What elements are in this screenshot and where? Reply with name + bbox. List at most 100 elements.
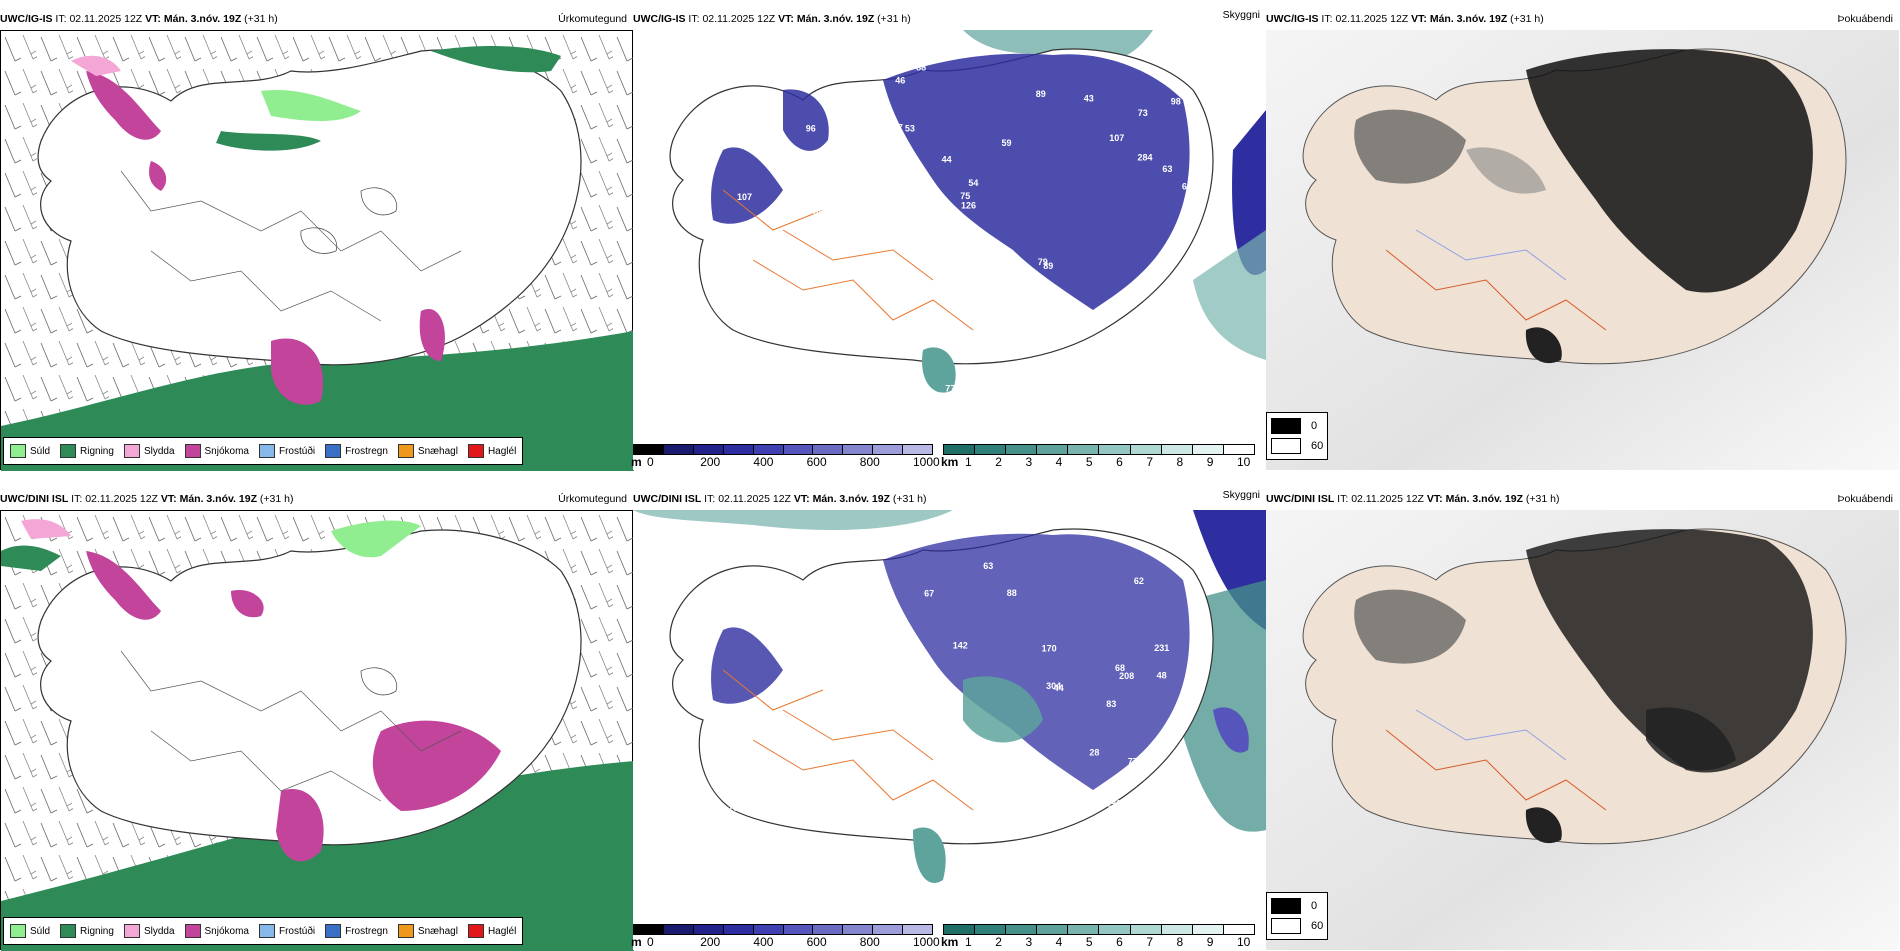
ceiling-value-label: 136 [731, 725, 746, 735]
ceiling-value-label: 208 [1119, 671, 1134, 681]
panel-header: UWC/IG-IS IT: 02.11.2025 12Z VT: Mán. 3.… [633, 9, 1266, 28]
ceiling-value-label: 67 [924, 589, 934, 599]
legend-label: Haglél [487, 445, 517, 457]
lead-time: (+31 h) [1525, 493, 1560, 505]
colorbar-cell [1037, 925, 1069, 934]
ceiling-value-label: 51 [882, 857, 892, 867]
init-label: IT: [704, 493, 716, 505]
legend-label: Frostúði [278, 445, 316, 457]
colorbar-cell [944, 925, 976, 934]
colorbar-tick-label: 9 [1206, 455, 1214, 469]
ceiling-value-label: 127 [789, 320, 804, 330]
ceiling-value-label: 79 [1038, 257, 1048, 267]
colorbar-tick-label: 3 [1025, 935, 1033, 949]
ceiling-value-label: 28 [1089, 748, 1099, 758]
colorbar-tick-label: 1000 [913, 455, 940, 469]
colorbar-tick-label: 7 [1146, 455, 1154, 469]
ceiling-value-label: 80 [782, 175, 792, 185]
colorbar-tick-label: 5 [1085, 935, 1093, 949]
ceiling-value-label: 71 [1006, 259, 1016, 269]
ceiling-value-label: 75 [960, 191, 970, 201]
ceiling-value-label: 54 [968, 178, 978, 188]
legend-swatch [184, 444, 201, 458]
ceiling-value-label: 107 [737, 192, 752, 202]
legend-item: Súld [10, 924, 50, 938]
ceiling-value-label: 90 [991, 848, 1001, 858]
ceiling-value-label: 108 [1136, 821, 1151, 831]
ceiling-labels: 87 107 73 50 59 68 47 44 60 62 81 52 53 54 89 57 46 65 71 2… [717, 63, 1192, 398]
legend-swatch [258, 444, 275, 458]
ceiling-value-label: 50 [880, 227, 890, 237]
colorbar-tick-label: 200 [700, 935, 721, 949]
iceland-precip-svg [1, 31, 634, 471]
ceiling-value-label: 146 [920, 796, 935, 806]
ceiling-value-label: 198 [720, 618, 735, 628]
colorbar-cell [1037, 445, 1069, 454]
init-time: 02.11.2025 12Z [718, 493, 791, 505]
valid-time: Mán. 3.nóv. 19Z [1445, 493, 1523, 505]
ceiling-value-label: 94 [1091, 365, 1101, 375]
lead-time: (+31 h) [892, 493, 927, 505]
ceiling-value-label: 89 [813, 207, 823, 217]
legend-label: Haglél [487, 925, 517, 937]
legend-label: Slydda [143, 925, 175, 937]
panel-title: Þokuábendi [1837, 493, 1893, 505]
ceiling-value-label: 57 [744, 119, 754, 129]
ceiling-value-label: 179 [1114, 857, 1129, 867]
colorbar-cell [1192, 445, 1224, 454]
colorbar-tick-label: 3 [1025, 455, 1033, 469]
ceiling-value-label: 144 [1149, 813, 1164, 823]
ceiling-value-label: 48 [1157, 671, 1167, 681]
ceiling-value-label: 94 [889, 209, 899, 219]
colorbar-cell [1161, 445, 1193, 454]
ceiling-value-label: 89 [1043, 261, 1053, 271]
ceiling-value-label: 102 [1008, 289, 1023, 299]
legend-item: Frostúði [258, 444, 316, 458]
legend-item: Snæhagl [397, 444, 458, 458]
colorbar-tick-label: 0 [647, 455, 654, 469]
legend-item: Rigning [60, 924, 114, 938]
ceiling-value-label: 53 [905, 123, 915, 133]
colorbar-tick-label: 200 [700, 455, 721, 469]
ceiling-value-label: 103 [728, 803, 743, 813]
legend-swatch [10, 444, 26, 458]
model-name: UWC/DINI ISL [1266, 493, 1335, 505]
legend-swatch [10, 924, 26, 938]
legend-swatch [397, 924, 414, 938]
colorbar-cell [693, 445, 724, 454]
model-name: UWC/IG-IS [0, 13, 53, 25]
legend-swatch [325, 924, 342, 938]
legend-item: Snjókoma [184, 924, 249, 938]
legend-label: Snæhagl [417, 445, 458, 457]
colorbar-unit: km [941, 935, 959, 949]
ceiling-value-label: 52 [794, 337, 804, 347]
ceiling-value-label: 60 [753, 301, 763, 311]
ceiling-value-label: 59 [1002, 138, 1012, 148]
ceiling-value-label: 83 [1106, 699, 1116, 709]
colorbar-cell [903, 925, 933, 934]
panel-title: Skyggni [1222, 489, 1260, 501]
colorbar-tick-label: 1 [965, 455, 972, 469]
ceiling-value-label: 231 [1154, 643, 1169, 653]
colorbar-cell [873, 925, 904, 934]
cloud-panel-top: UWC/IG-IS IT: 02.11.2025 12Z VT: Mán. 3.… [1266, 10, 1899, 470]
colorbar-cell [663, 445, 694, 454]
colorbar-cell [1130, 445, 1162, 454]
ceiling-value-label: 126 [961, 200, 976, 210]
colorbar-cell [1130, 925, 1162, 934]
colorbar-cell [753, 925, 784, 934]
iceland-fog-svg [1266, 510, 1899, 950]
ceiling-value-label: 173 [937, 320, 952, 330]
precip-map: Súld Rigning Slydda Snjókoma Frostúði Frostre… [0, 30, 634, 471]
ceiling-value-label: 52 [936, 728, 946, 738]
iceland-fog-svg [1266, 30, 1899, 470]
fog-map [1266, 30, 1899, 470]
visibility-map: 291 231 144 142 148 261 68 54 62 82 48 198 83 51 103 74… [631, 510, 1266, 950]
colorbar-cell [975, 445, 1007, 454]
visibility-colorbar: km 1 2 3 4 5 6 7 8 9 10 [941, 924, 1255, 950]
panel-title: Skyggni [1222, 9, 1260, 21]
ceiling-value-label: 90 [890, 322, 900, 332]
model-name: UWC/IG-IS [1266, 13, 1319, 25]
legend-swatch [123, 444, 140, 458]
colorbar-cell [693, 925, 724, 934]
